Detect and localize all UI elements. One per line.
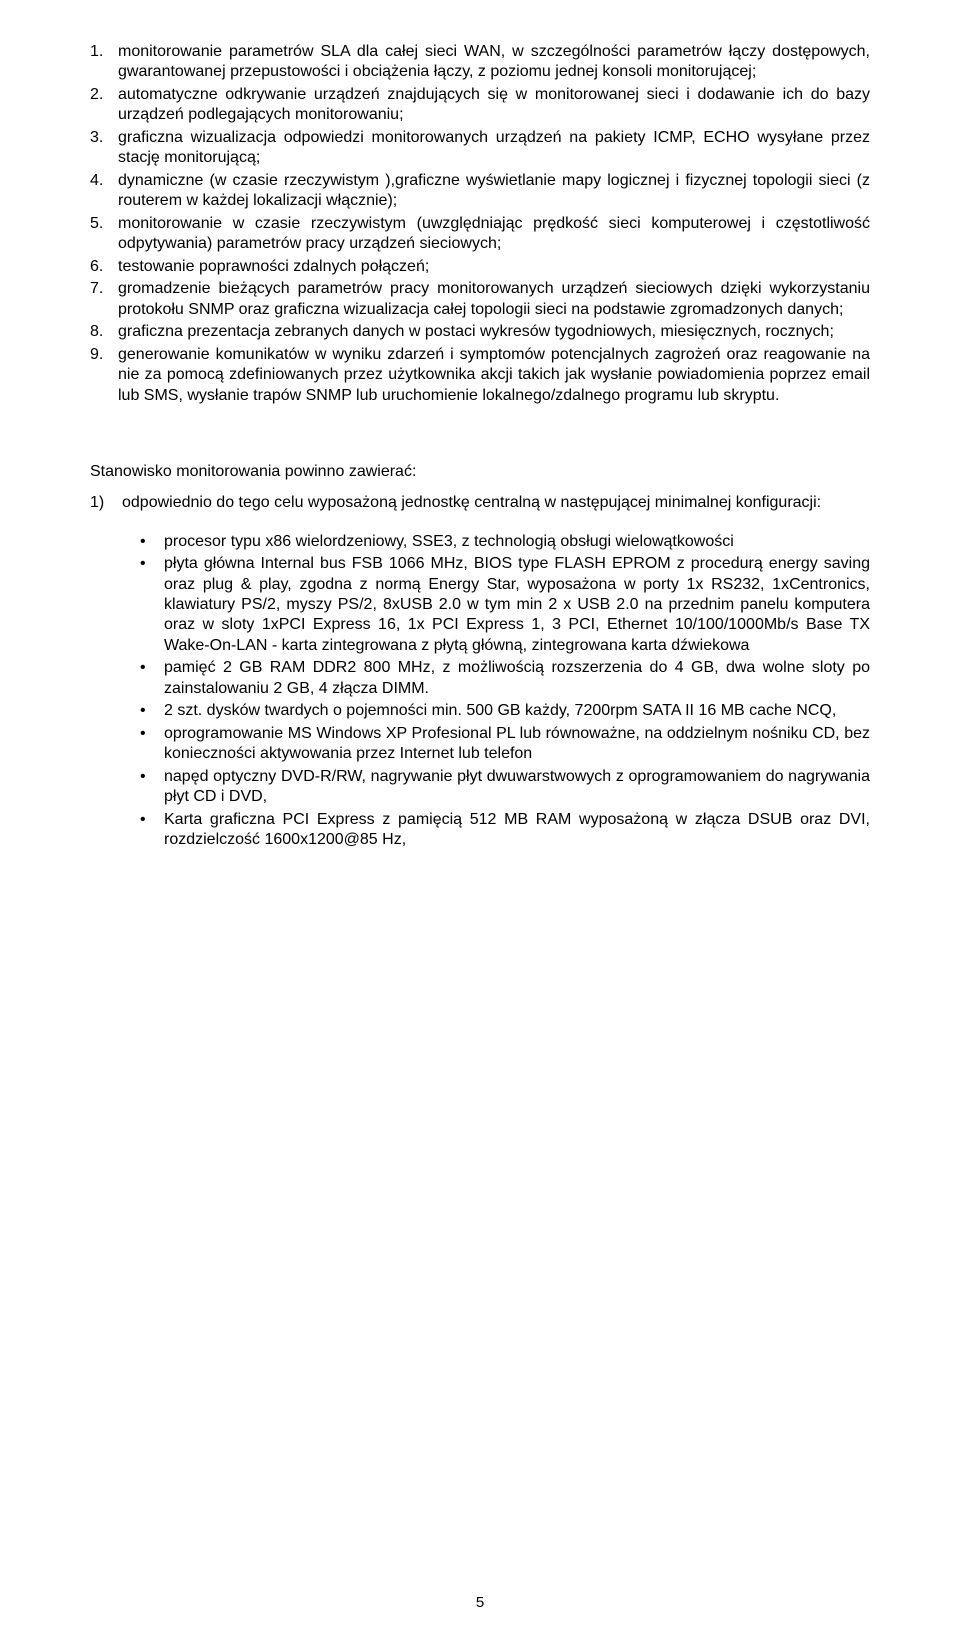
list-item-text: generowanie komunikatów w wyniku zdarzeń… [118, 345, 870, 406]
list-item: 7.gromadzenie bieżących parametrów pracy… [90, 279, 870, 320]
bullet-item: •napęd optyczny DVD-R/RW, nagrywanie pły… [140, 767, 870, 808]
list-item-number: 5. [90, 214, 118, 255]
page-number: 5 [0, 1594, 960, 1611]
ordered-list: 1.monitorowanie parametrów SLA dla całej… [90, 42, 870, 406]
bullet-list: •procesor typu x86 wielordzeniowy, SSE3,… [140, 532, 870, 851]
bullet-text: oprogramowanie MS Windows XP Profesional… [164, 724, 870, 765]
section-subitem: 1) odpowiednio do tego celu wyposażoną j… [90, 493, 870, 514]
bullet-text: Karta graficzna PCI Express z pamięcią 5… [164, 810, 870, 851]
bullet-text: napęd optyczny DVD-R/RW, nagrywanie płyt… [164, 767, 870, 808]
bullet-item: •Karta graficzna PCI Express z pamięcią … [140, 810, 870, 851]
bullet-icon: • [140, 554, 164, 656]
list-item: 4.dynamiczne (w czasie rzeczywistym ),gr… [90, 171, 870, 212]
list-item: 5.monitorowanie w czasie rzeczywistym (u… [90, 214, 870, 255]
bullet-icon: • [140, 658, 164, 699]
section-sub-text: odpowiednio do tego celu wyposażoną jedn… [122, 493, 870, 514]
list-item: 3.graficzna wizualizacja odpowiedzi moni… [90, 128, 870, 169]
list-item-text: automatyczne odkrywanie urządzeń znajduj… [118, 85, 870, 126]
list-item-number: 8. [90, 322, 118, 342]
list-item-text: dynamiczne (w czasie rzeczywistym ),graf… [118, 171, 870, 212]
list-item-number: 7. [90, 279, 118, 320]
document-page: 1.monitorowanie parametrów SLA dla całej… [0, 0, 960, 1641]
bullet-item: •procesor typu x86 wielordzeniowy, SSE3,… [140, 532, 870, 552]
bullet-text: płyta główna Internal bus FSB 1066 MHz, … [164, 554, 870, 656]
list-item: 8.graficzna prezentacja zebranych danych… [90, 322, 870, 342]
section-sub-number: 1) [90, 493, 122, 514]
bullet-icon: • [140, 701, 164, 721]
bullet-icon: • [140, 810, 164, 851]
list-item-number: 9. [90, 345, 118, 406]
list-item-number: 1. [90, 42, 118, 83]
list-item: 2.automatyczne odkrywanie urządzeń znajd… [90, 85, 870, 126]
bullet-item: •płyta główna Internal bus FSB 1066 MHz,… [140, 554, 870, 656]
list-item: 1.monitorowanie parametrów SLA dla całej… [90, 42, 870, 83]
bullet-icon: • [140, 532, 164, 552]
list-item-text: monitorowanie parametrów SLA dla całej s… [118, 42, 870, 83]
list-item-number: 4. [90, 171, 118, 212]
list-item-text: graficzna wizualizacja odpowiedzi monito… [118, 128, 870, 169]
list-item-text: monitorowanie w czasie rzeczywistym (uwz… [118, 214, 870, 255]
bullet-icon: • [140, 767, 164, 808]
bullet-item: •2 szt. dysków twardych o pojemności min… [140, 701, 870, 721]
list-item-number: 6. [90, 257, 118, 277]
bullet-text: 2 szt. dysków twardych o pojemności min.… [164, 701, 870, 721]
list-item-number: 2. [90, 85, 118, 126]
section-intro: Stanowisko monitorowania powinno zawiera… [90, 462, 870, 483]
bullet-text: procesor typu x86 wielordzeniowy, SSE3, … [164, 532, 870, 552]
bullet-item: •oprogramowanie MS Windows XP Profesiona… [140, 724, 870, 765]
list-item: 9.generowanie komunikatów w wyniku zdarz… [90, 345, 870, 406]
bullet-text: pamięć 2 GB RAM DDR2 800 MHz, z możliwoś… [164, 658, 870, 699]
list-item-text: testowanie poprawności zdalnych połączeń… [118, 257, 870, 277]
bullet-icon: • [140, 724, 164, 765]
list-item-text: gromadzenie bieżących parametrów pracy m… [118, 279, 870, 320]
bullet-item: •pamięć 2 GB RAM DDR2 800 MHz, z możliwo… [140, 658, 870, 699]
list-item-text: graficzna prezentacja zebranych danych w… [118, 322, 870, 342]
list-item-number: 3. [90, 128, 118, 169]
list-item: 6.testowanie poprawności zdalnych połącz… [90, 257, 870, 277]
